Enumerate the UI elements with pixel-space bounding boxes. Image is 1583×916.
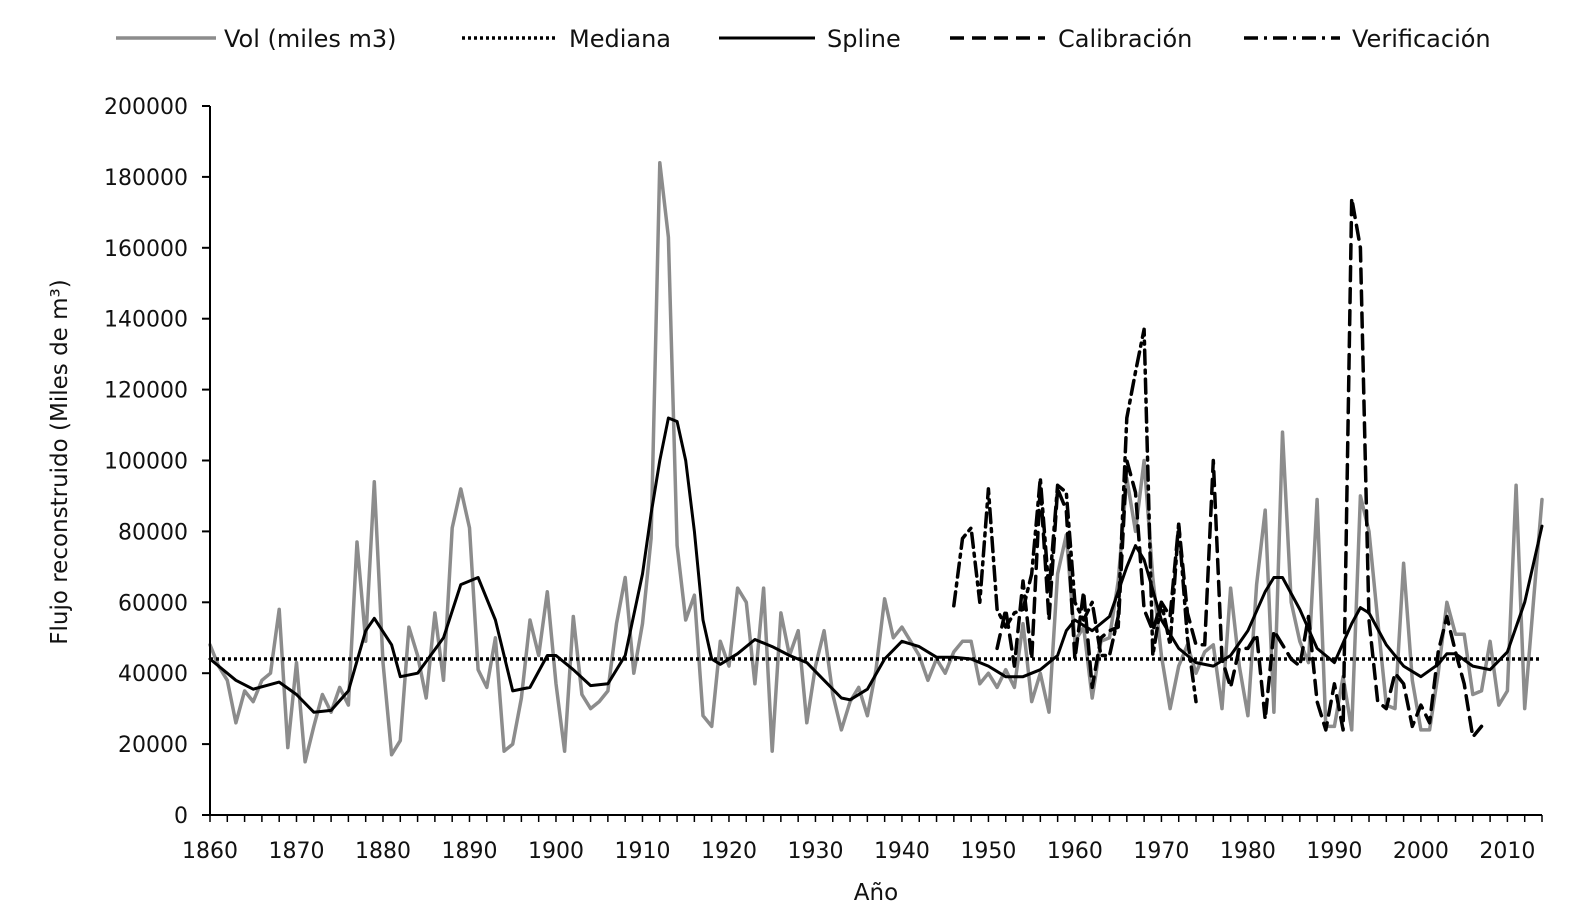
y-tick-label: 180000 xyxy=(104,166,188,191)
legend-label: Calibración xyxy=(1058,25,1192,53)
series-line xyxy=(208,416,1544,714)
y-tick-label: 160000 xyxy=(104,237,188,262)
legend-item: Vol (miles m3) xyxy=(116,25,397,53)
x-tick-label: 1890 xyxy=(441,839,497,864)
legend-label: Mediana xyxy=(569,25,671,53)
legend-item: Calibración xyxy=(950,25,1192,53)
x-tick-label: 1870 xyxy=(268,839,324,864)
x-tick-label: 1950 xyxy=(960,839,1016,864)
x-ticks: 1860 1870 1880 1890 1900 1910 1920 1930 1940 1950… xyxy=(182,815,1543,864)
y-axis-title: Flujo reconstruido (Miles de m³) xyxy=(47,279,73,644)
series-verificaci-n xyxy=(952,327,1198,704)
x-tick-label: 1920 xyxy=(701,839,757,864)
series-line xyxy=(995,196,1484,739)
x-axis-title: Año xyxy=(854,880,898,906)
y-tick-label: 40000 xyxy=(118,662,188,687)
series-calibraci-n xyxy=(995,196,1484,739)
legend-label: Verificación xyxy=(1352,25,1491,53)
x-tick-label: 1900 xyxy=(528,839,584,864)
x-tick-label: 1990 xyxy=(1306,839,1362,864)
y-tick-label: 100000 xyxy=(104,450,188,475)
x-tick-label: 1960 xyxy=(1047,839,1103,864)
x-tick-label: 1930 xyxy=(787,839,843,864)
x-tick-label: 1970 xyxy=(1133,839,1189,864)
x-tick-label: 1940 xyxy=(874,839,930,864)
legend-item: Verificación xyxy=(1244,25,1491,53)
legend: Vol (miles m3) Mediana Spline Calibración Ve… xyxy=(116,25,1491,53)
y-tick-label: 80000 xyxy=(118,520,188,545)
x-tick-label: 1980 xyxy=(1220,839,1276,864)
series-layer xyxy=(208,160,1544,764)
y-tick-label: 60000 xyxy=(118,591,188,616)
y-tick-label: 0 xyxy=(174,804,188,829)
series-line xyxy=(952,327,1198,704)
y-tick-label: 140000 xyxy=(104,308,188,333)
y-tick-label: 120000 xyxy=(104,379,188,404)
legend-item: Mediana xyxy=(462,25,671,53)
x-tick-label: 2010 xyxy=(1479,839,1535,864)
x-tick-label: 1880 xyxy=(355,839,411,864)
legend-item: Spline xyxy=(719,25,901,53)
legend-label: Spline xyxy=(827,25,901,53)
legend-label: Vol (miles m3) xyxy=(224,25,397,53)
series-line xyxy=(208,160,1544,764)
axes: 0 20000 40000 60000 80000 100000 120000 140000 1… xyxy=(104,95,1543,864)
y-tick-label: 200000 xyxy=(104,95,188,120)
series-vol-miles-m3- xyxy=(208,160,1544,764)
x-tick-label: 1910 xyxy=(614,839,670,864)
series-spline xyxy=(208,416,1544,714)
x-tick-label: 1860 xyxy=(182,839,238,864)
x-tick-label: 2000 xyxy=(1393,839,1449,864)
y-ticks: 0 20000 40000 60000 80000 100000 120000 140000 1… xyxy=(104,95,210,829)
y-tick-label: 20000 xyxy=(118,733,188,758)
